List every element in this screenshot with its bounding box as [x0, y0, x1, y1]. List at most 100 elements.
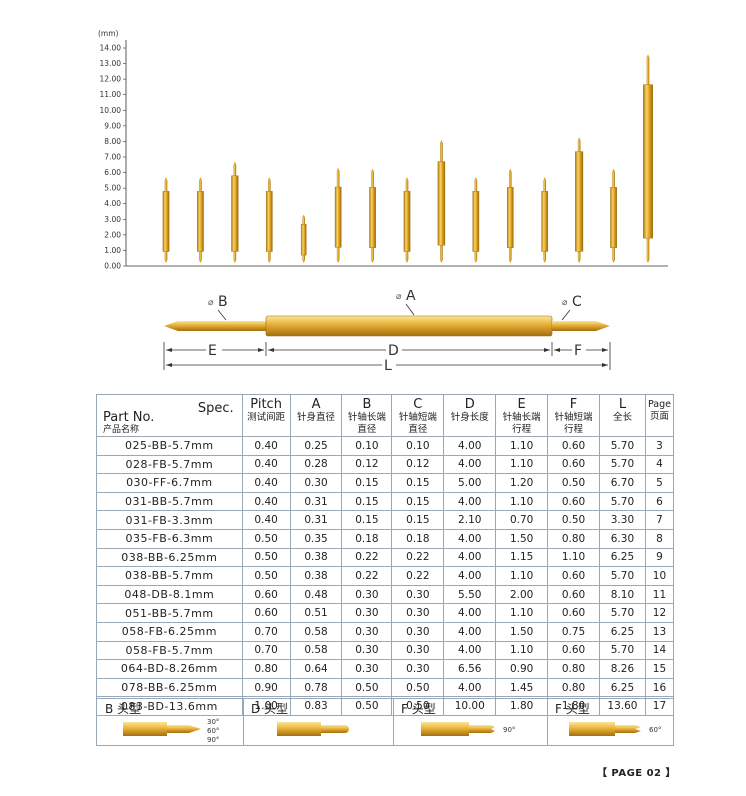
- y-tick-label: 0.00: [104, 262, 121, 271]
- spec-cell: 0.50: [341, 696, 393, 716]
- chart-bar-pin: [162, 177, 170, 263]
- spec-cell: 0.12: [391, 454, 445, 475]
- y-tick-label: 12.00: [100, 75, 122, 84]
- spec-cell: 5.70: [598, 436, 646, 456]
- diameter-symbol-b: ⌀: [208, 298, 214, 308]
- chart-bar-pin: [265, 177, 273, 263]
- spec-cell: 5.70: [598, 454, 646, 475]
- spec-cell: 1.10: [495, 436, 549, 456]
- spec-cell: 0.15: [341, 491, 393, 512]
- spec-cell: 0.35: [289, 528, 343, 549]
- spec-cell: 0.30: [341, 584, 393, 605]
- part-number-cell: 025-BB-5.7mm: [96, 436, 243, 456]
- spec-cell: 0.80: [241, 659, 291, 679]
- pin-barrel: [541, 191, 549, 252]
- spec-cell: 0.28: [289, 454, 343, 475]
- spec-cell: 4.00: [443, 566, 497, 586]
- pin-barrel: [369, 187, 376, 248]
- spec-cell: 0.80: [547, 677, 600, 698]
- spec-cell: 0.31: [289, 510, 343, 530]
- spec-cell: 1.10: [495, 603, 549, 623]
- header-l: L 全长: [598, 394, 646, 437]
- spec-cell: 0.60: [547, 491, 600, 512]
- spec-cell: 1.10: [495, 454, 549, 475]
- spec-cell: 5.70: [598, 566, 646, 586]
- part-number-cell: 058-FB-6.25mm: [96, 621, 243, 642]
- label-f: F: [574, 343, 582, 359]
- y-tick-label: 13.00: [100, 59, 122, 68]
- pin-tip-bottom: [199, 260, 202, 263]
- spec-cell: 0.25: [289, 436, 343, 456]
- pin-barrel: [334, 186, 342, 248]
- y-tick-label: 11.00: [100, 90, 122, 99]
- pin-barrel: [437, 161, 446, 246]
- spec-cell: 0.58: [289, 640, 343, 661]
- label-a: A: [406, 290, 416, 304]
- spec-cell: 5.00: [443, 473, 497, 493]
- table-row: 035-FB-6.3mm 0.50 0.35 0.18 0.18 4.00 1.50 0.80…: [96, 528, 675, 549]
- spec-cell: 0.40: [241, 454, 291, 475]
- spec-cell: 6.25: [598, 547, 646, 568]
- spec-cell: 0.60: [547, 584, 600, 605]
- y-tick-label: 7.00: [104, 153, 121, 162]
- spec-cell: 1.50: [495, 528, 549, 549]
- header-page: Page 页面: [644, 394, 675, 437]
- table-row: 051-BB-5.7mm 0.60 0.51 0.30 0.30 4.00 1.10 0.60…: [96, 603, 675, 623]
- pin-barrel: [575, 151, 584, 252]
- table-row: 038-BB-5.7mm 0.50 0.38 0.22 0.22 4.00 1.10 0.60…: [96, 566, 675, 586]
- chart-bar-pin: [300, 214, 307, 263]
- spec-cell: 0.58: [289, 621, 343, 642]
- spec-cell: 10: [644, 566, 675, 586]
- table-row: 064-BD-8.26mm 0.80 0.64 0.30 0.30 6.56 0.90 0.8…: [96, 659, 675, 679]
- spec-cell: 8.26: [598, 659, 646, 679]
- spec-cell: 0.12: [341, 454, 393, 475]
- pin-barrel: [231, 175, 239, 252]
- pin-barrel: [472, 191, 480, 252]
- head-types-panel: B 头型 30° 60° 90° D 头型 F 头型 90° F 头型: [96, 698, 674, 746]
- y-axis-unit: (mm): [98, 29, 119, 38]
- spec-cell: 0.83: [289, 696, 343, 716]
- table-row: 025-BB-5.7mm 0.40 0.25 0.10 0.10 4.00 1.10 0.60…: [96, 436, 675, 456]
- spec-cell: 0.75: [547, 621, 600, 642]
- leader-a: [405, 303, 415, 316]
- part-number-cell: 031-BB-5.7mm: [96, 491, 243, 512]
- label-e: E: [208, 343, 217, 359]
- y-tick-label: 6.00: [104, 168, 121, 177]
- length-chart: (mm) 0.00 1.00 2.00 3.00 4.00 5.00 6.00 7.00 8.0…: [98, 29, 668, 271]
- table-row: 083-BD-13.6mm 1.00 0.83 0.50 0.50 10.00 1.80 1.…: [96, 696, 675, 716]
- spec-cell: 0.30: [391, 603, 445, 623]
- spec-cell: 5.50: [443, 584, 497, 605]
- spec-cell: 1.20: [495, 473, 549, 493]
- header-d: D 针身长度: [443, 394, 497, 437]
- spec-cell: 12: [644, 603, 675, 623]
- spec-cell: 0.22: [391, 566, 445, 586]
- spec-cell: 0.30: [391, 621, 445, 642]
- chart-bar-pin: [575, 137, 584, 263]
- probe-plunger-right: [552, 321, 596, 331]
- y-tick-label: 5.00: [104, 184, 121, 193]
- spec-cell: 0.60: [241, 603, 291, 623]
- angle-b-30: 30°: [207, 718, 219, 726]
- probe-tip-right: [596, 321, 610, 331]
- spec-cell: 6: [644, 491, 675, 512]
- header-part-cn: 产品名称: [103, 425, 140, 435]
- pin-tip-bottom: [577, 260, 581, 263]
- header-part-spec: Spec. Part No. 产品名称: [96, 394, 243, 437]
- header-e: E 针轴长端 行程: [495, 394, 549, 437]
- head-type-b-label: B 头型: [105, 702, 142, 716]
- spec-cell: 0.15: [341, 510, 393, 530]
- spec-cell: 4.00: [443, 528, 497, 549]
- head-type-f-90-label: F 头型: [401, 702, 436, 716]
- label-d: D: [388, 343, 399, 359]
- part-number-cell: 051-BB-5.7mm: [96, 603, 243, 623]
- spec-cell: 0.30: [391, 640, 445, 661]
- spec-cell: 0.50: [547, 510, 600, 530]
- head-type-f-60: F 头型 60°: [547, 699, 673, 745]
- spec-cell: 8.10: [598, 584, 646, 605]
- spec-cell: 0.15: [391, 510, 445, 530]
- head-type-d: D 头型: [243, 699, 394, 745]
- spec-cell: 10.00: [443, 696, 497, 716]
- spec-cell: 0.22: [341, 547, 393, 568]
- pin-tip-top: [474, 177, 478, 181]
- spec-cell: 0.90: [495, 659, 549, 679]
